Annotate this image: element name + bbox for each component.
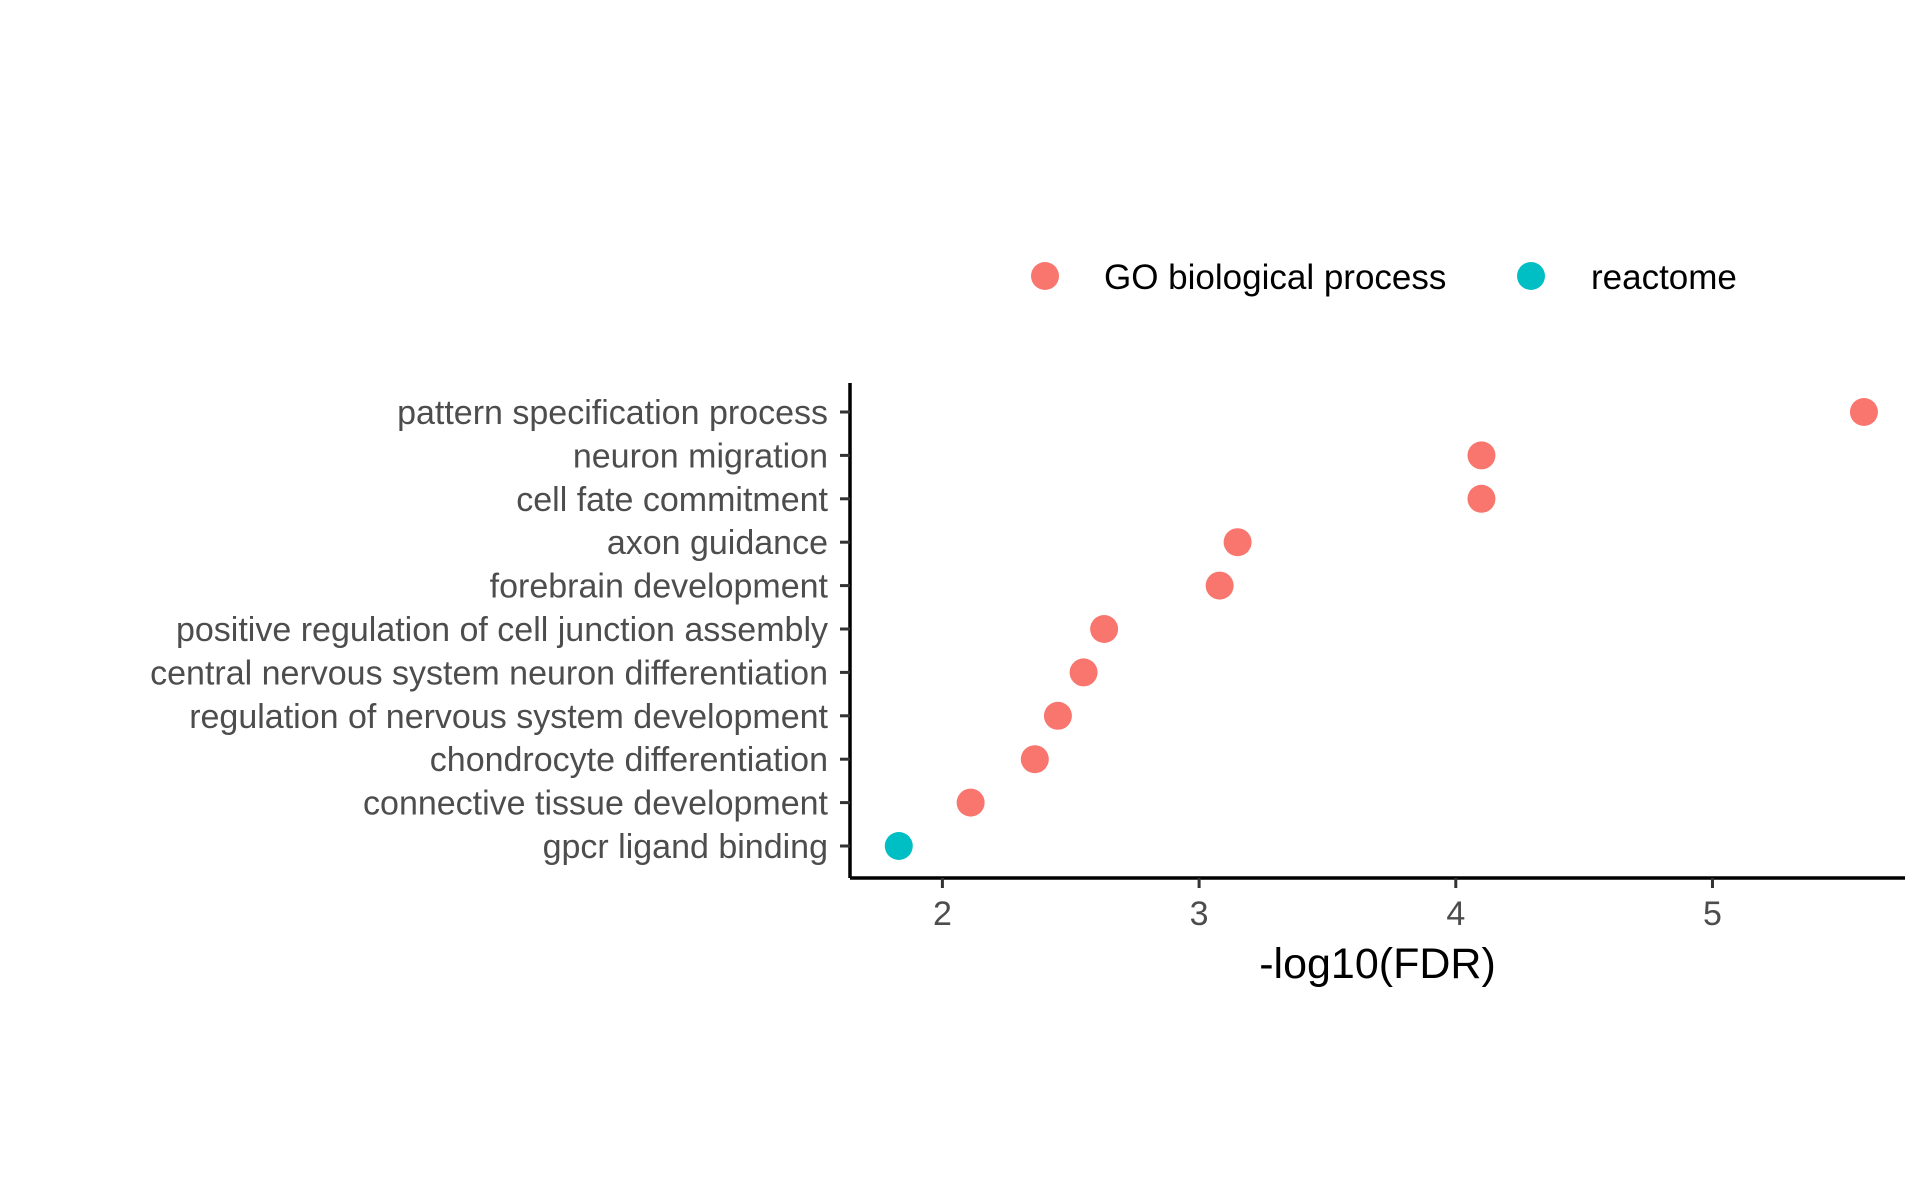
legend-key-go-biological-process — [1031, 262, 1059, 290]
legend-label-reactome: reactome — [1591, 258, 1737, 297]
y-tick-label-neuron-migration: neuron migration — [573, 437, 828, 475]
y-tick-label-chondrocyte-differentiation: chondrocyte differentiation — [430, 741, 828, 779]
y-axis: pattern specification process neuron migr… — [150, 383, 852, 878]
y-tick-label-connective-tissue-development: connective tissue development — [363, 785, 828, 823]
point-chondrocyte-differentiation — [1020, 745, 1049, 774]
x-tick-label: 5 — [1703, 895, 1722, 933]
point-positive-regulation-of-cell-junction-assembly — [1090, 615, 1119, 643]
y-tick-label-positive-regulation-of-cell-junction-assembly: positive regulation of cell junction ass… — [176, 611, 828, 649]
point-forebrain-development — [1205, 571, 1234, 600]
y-tick-label-axon-guidance: axon guidance — [607, 524, 828, 562]
point-gpcr-ligand-binding — [884, 832, 913, 860]
x-axis: 2 3 4 5 — [850, 876, 1905, 933]
x-tick-label: 2 — [933, 895, 952, 933]
point-pattern-specification-process — [1849, 398, 1878, 426]
x-tick-label: 4 — [1446, 895, 1465, 933]
legend-key-reactome — [1517, 262, 1545, 290]
y-tick-label-regulation-of-nervous-system-development: regulation of nervous system development — [189, 698, 828, 736]
data-points — [884, 398, 1878, 860]
point-axon-guidance — [1223, 528, 1252, 557]
x-tick-label: 3 — [1190, 895, 1209, 933]
y-tick-label-gpcr-ligand-binding: gpcr ligand binding — [543, 828, 828, 866]
point-central-nervous-system-neuron-differentiation — [1069, 658, 1098, 687]
y-tick-label-forebrain-development: forebrain development — [490, 568, 829, 606]
y-tick-label-central-nervous-system-neuron-differentiation: central nervous system neuron differenti… — [150, 654, 828, 692]
point-regulation-of-nervous-system-development — [1043, 701, 1072, 730]
point-connective-tissue-development — [956, 788, 985, 817]
point-cell-fate-commitment — [1467, 484, 1496, 513]
legend: GO biological process reactome — [1031, 258, 1737, 297]
y-tick-label-cell-fate-commitment: cell fate commitment — [516, 481, 828, 519]
point-neuron-migration — [1467, 441, 1496, 470]
y-tick-label-pattern-specification-process: pattern specification process — [397, 394, 828, 432]
x-axis-title: -log10(FDR) — [1259, 940, 1496, 988]
legend-label-go-biological-process: GO biological process — [1104, 258, 1446, 297]
